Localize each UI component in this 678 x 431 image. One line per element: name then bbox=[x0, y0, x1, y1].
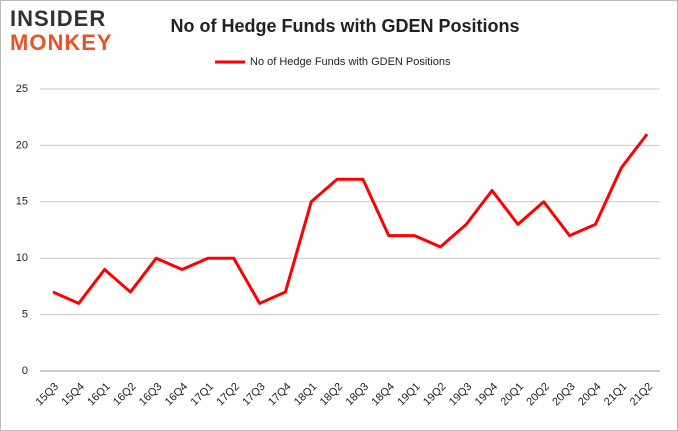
logo-bottom: MONKEY bbox=[10, 30, 113, 55]
y-tick-label: 25 bbox=[16, 83, 28, 95]
y-tick-label: 5 bbox=[22, 309, 28, 321]
data-line bbox=[52, 133, 649, 305]
y-tick-label: 15 bbox=[16, 196, 28, 208]
y-tick-label: 20 bbox=[16, 139, 28, 151]
legend-label: No of Hedge Funds with GDEN Positions bbox=[250, 56, 451, 68]
logo-top: INSIDER bbox=[10, 6, 106, 31]
y-tick-label: 0 bbox=[22, 365, 28, 377]
chart-title: No of Hedge Funds with GDEN Positions bbox=[171, 16, 520, 36]
y-tick-label: 10 bbox=[16, 252, 28, 264]
